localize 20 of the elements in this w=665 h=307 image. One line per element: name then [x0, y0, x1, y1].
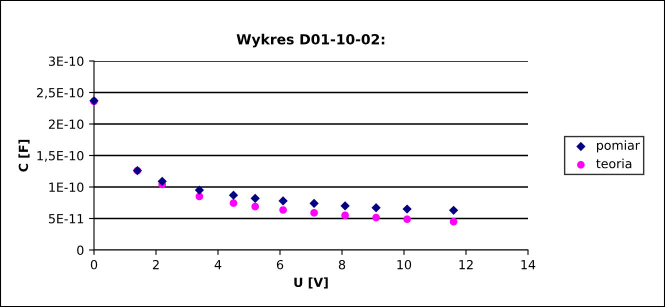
y-tick-label: 1E-10 [49, 182, 84, 192]
x-tick-label: 0 [90, 260, 98, 270]
x-tick-label: 4 [214, 260, 222, 270]
legend-label: teoria [596, 158, 632, 168]
x-axis-title: U [V] [294, 277, 328, 289]
legend-label: pomiar [597, 140, 640, 152]
x-tick-label: 2 [152, 260, 159, 270]
y-tick-label: 5E-11 [48, 214, 84, 224]
y-tick-label: 0 [77, 245, 84, 255]
x-tick-label: 6 [276, 260, 284, 270]
x-tick-label: 10 [397, 260, 412, 270]
y-tick-label: 2E-10 [48, 119, 84, 129]
x-tick-label: 14 [521, 260, 536, 270]
x-tick-label: 12 [459, 260, 473, 270]
y-tick-label: 3E-10 [48, 56, 84, 66]
y-axis-title: C [F] [18, 140, 30, 172]
y-tick-label: 2,5E-10 [37, 88, 84, 99]
x-tick-label: 8 [338, 260, 346, 270]
chart-title: Wykres D01-10-02: [236, 34, 384, 48]
y-tick-label: 1,5E-10 [37, 150, 84, 162]
